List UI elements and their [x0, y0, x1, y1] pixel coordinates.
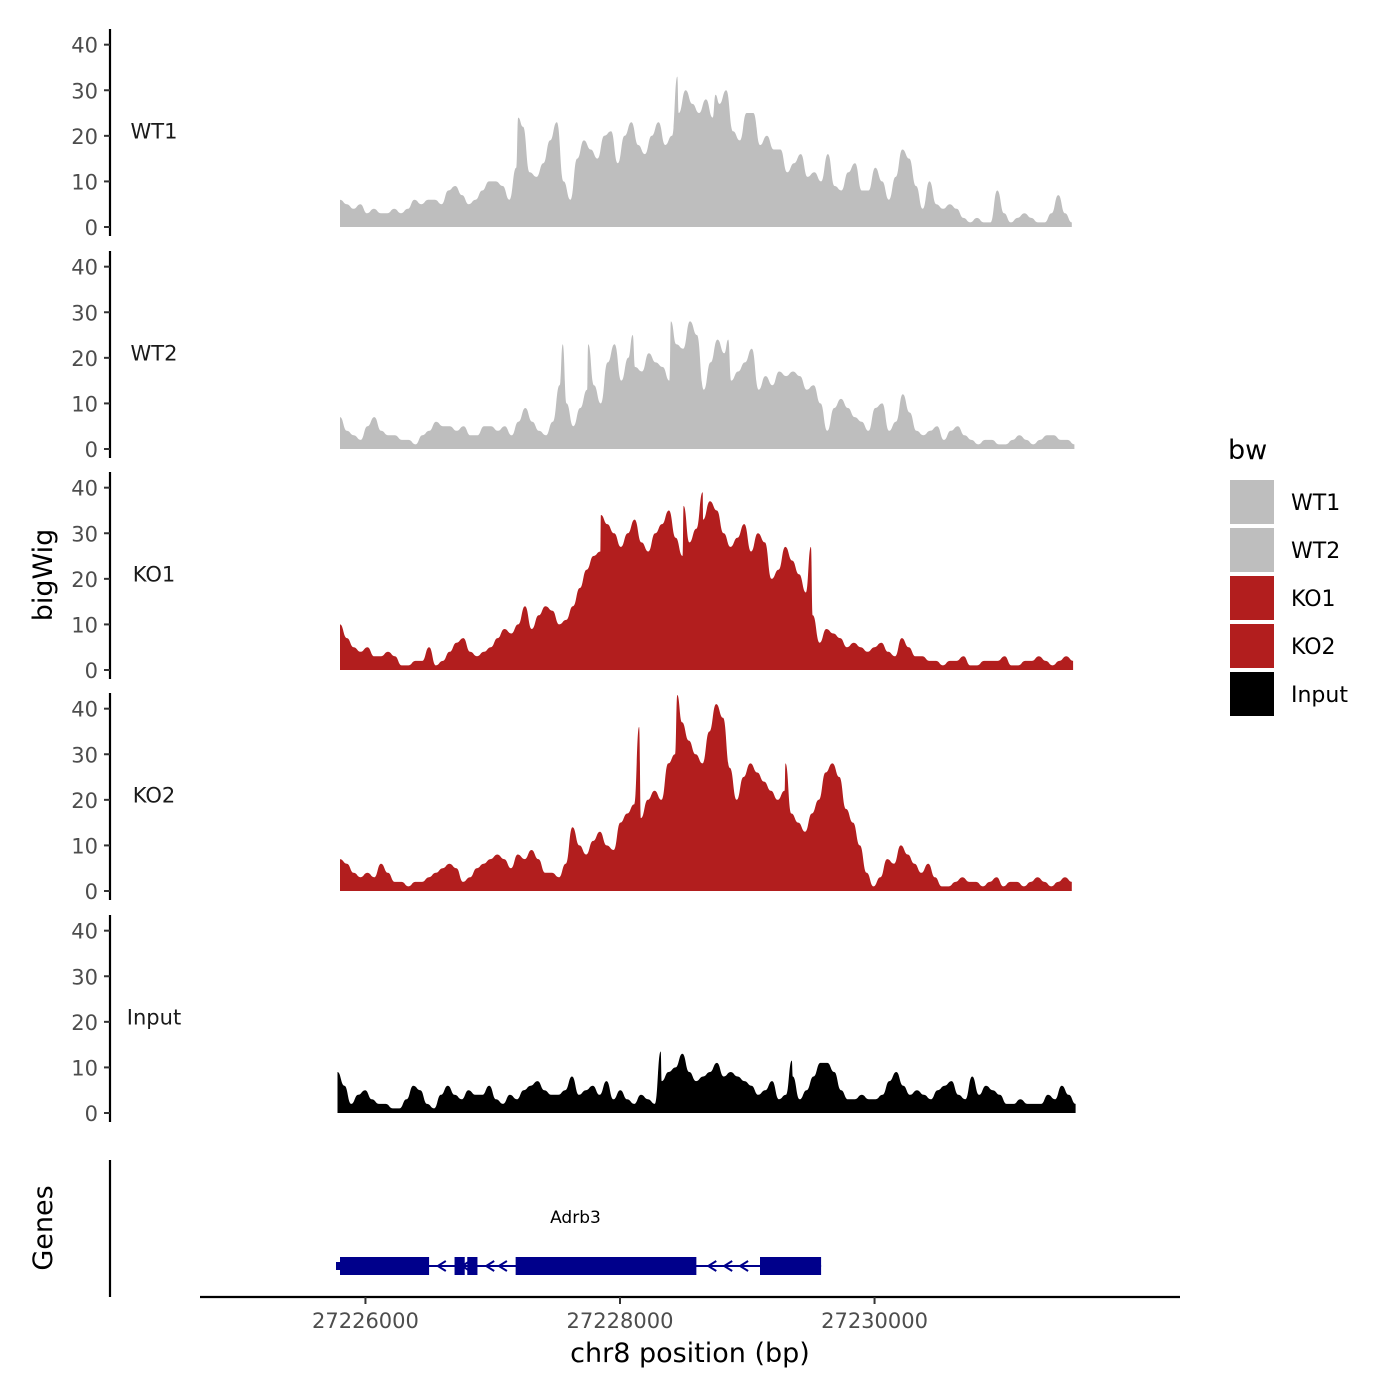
- track-input: 0 10 20 30 40 Input: [71, 915, 1076, 1126]
- y-tick-label: 20: [71, 1011, 98, 1035]
- gene-utr: [336, 1262, 342, 1270]
- y-tick-label: 10: [71, 613, 98, 637]
- track-ko2: 0 10 20 30 40 KO2: [71, 693, 1072, 904]
- strand-arrow: [484, 1260, 495, 1272]
- legend-label: KO2: [1291, 635, 1336, 660]
- gene-exon: [467, 1257, 478, 1275]
- legend-label: KO1: [1291, 587, 1336, 612]
- y-tick-label: 0: [85, 216, 98, 240]
- legend-label: WT2: [1291, 539, 1340, 564]
- strand-arrow: [706, 1260, 717, 1272]
- gene-track: Adrb3: [108, 1160, 822, 1297]
- genes-axis-title: Genes: [28, 1185, 59, 1270]
- gene-exon: [515, 1257, 697, 1275]
- gene-adrb3: Adrb3: [336, 1208, 822, 1275]
- track-label: WT2: [131, 341, 178, 365]
- x-axis: 27226000 27228000 27230000: [200, 1295, 1180, 1333]
- y-tick-label: 20: [71, 568, 98, 592]
- track-label: KO1: [133, 562, 176, 586]
- x-axis-title: chr8 position (bp): [570, 1338, 810, 1369]
- legend-item-ko2: KO2: [1230, 624, 1336, 668]
- gene-exon: [454, 1257, 465, 1275]
- x-tick-label: 27230000: [821, 1309, 928, 1333]
- track-label: KO2: [133, 783, 176, 807]
- x-tick-label: 27226000: [312, 1309, 419, 1333]
- y-tick-label: 20: [71, 125, 98, 149]
- strand-arrow: [722, 1260, 733, 1272]
- y-tick-label: 0: [85, 659, 98, 683]
- y-tick-label: 10: [71, 834, 98, 858]
- y-tick-label: 0: [85, 1102, 98, 1126]
- track-label: Input: [127, 1005, 181, 1029]
- tracks-layer: 0 10 20 30 40 WT1 0 10 20 30 40 WT2 0 10 20 30 40 KO1 0 10 2…: [71, 29, 1076, 1126]
- strand-arrow: [435, 1260, 447, 1272]
- legend-item-input: Input: [1230, 672, 1348, 716]
- y-axis-title: bigWig: [28, 529, 59, 622]
- legend-item-wt2: WT2: [1230, 528, 1340, 572]
- legend-item-ko1: KO1: [1230, 576, 1336, 620]
- track-wt1: 0 10 20 30 40 WT1: [71, 29, 1072, 240]
- legend-label: Input: [1291, 683, 1348, 708]
- legend-title: bw: [1228, 435, 1267, 466]
- track-wt2: 0 10 20 30 40 WT2: [71, 251, 1075, 462]
- track-label: WT1: [131, 119, 178, 143]
- coverage-area-wt1: [340, 76, 1072, 227]
- y-tick-label: 40: [71, 698, 98, 722]
- legend-swatch: [1230, 576, 1274, 620]
- legend-swatch: [1230, 480, 1274, 524]
- y-tick-label: 20: [71, 347, 98, 371]
- x-tick-label: 27228000: [567, 1309, 674, 1333]
- legend-item-wt1: WT1: [1230, 480, 1340, 524]
- y-tick-label: 10: [71, 170, 98, 194]
- legend-label: WT1: [1291, 491, 1340, 516]
- coverage-area-input: [337, 1051, 1076, 1113]
- y-tick-label: 40: [71, 34, 98, 58]
- y-tick-label: 10: [71, 392, 98, 416]
- coverage-area-ko2: [340, 695, 1072, 891]
- y-tick-label: 30: [71, 965, 98, 989]
- track-ko1: 0 10 20 30 40 KO1: [71, 472, 1074, 683]
- strand-arrow: [738, 1260, 749, 1272]
- y-tick-label: 40: [71, 256, 98, 280]
- legend-swatch: [1230, 672, 1274, 716]
- y-tick-label: 30: [71, 301, 98, 325]
- coverage-area-wt2: [340, 321, 1075, 449]
- strand-arrow: [497, 1260, 508, 1272]
- legend-swatch: [1230, 528, 1274, 572]
- y-tick-label: 10: [71, 1056, 98, 1080]
- gene-exon: [760, 1257, 822, 1275]
- y-tick-label: 0: [85, 880, 98, 904]
- gene-exon: [340, 1257, 430, 1275]
- y-tick-label: 30: [71, 79, 98, 103]
- y-tick-label: 30: [71, 522, 98, 546]
- y-tick-label: 30: [71, 743, 98, 767]
- legend: bw WT1 WT2 KO1 KO2 Input: [1228, 435, 1348, 716]
- coverage-area-ko1: [340, 492, 1074, 670]
- legend-swatch: [1230, 624, 1274, 668]
- y-tick-label: 20: [71, 789, 98, 813]
- y-tick-label: 0: [85, 438, 98, 462]
- gene-label: Adrb3: [550, 1208, 601, 1228]
- y-tick-label: 40: [71, 477, 98, 501]
- y-tick-label: 40: [71, 920, 98, 944]
